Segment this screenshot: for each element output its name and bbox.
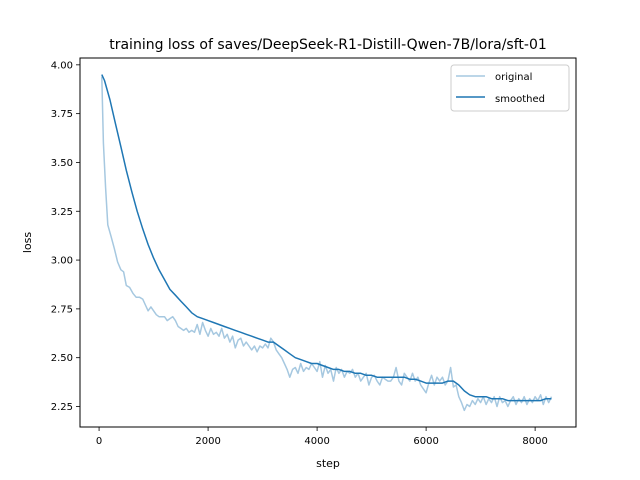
y-tick-label: 3.50	[51, 158, 73, 169]
y-tick-label: 2.25	[51, 402, 73, 413]
y-tick-label: 3.25	[51, 207, 73, 218]
y-axis-label: loss	[21, 232, 34, 254]
y-tick-label: 3.75	[51, 109, 73, 120]
series-line-smoothed	[101, 74, 552, 402]
series-line-original	[101, 76, 553, 412]
x-axis-label: step	[316, 457, 340, 470]
x-tick-label: 0	[96, 436, 102, 447]
legend-label-original: original	[495, 72, 532, 83]
plot-frame	[79, 57, 577, 428]
legend: original smoothed	[450, 64, 570, 112]
y-tick-label: 2.50	[51, 353, 73, 364]
x-tick-label: 4000	[304, 436, 329, 447]
x-tick-label: 6000	[413, 436, 438, 447]
y-axis-ticks: 2.25 2.50 2.75 3.00 3.25 3.50 3.75 4.00	[51, 60, 80, 413]
legend-label-smoothed: smoothed	[495, 94, 545, 105]
x-tick-label: 8000	[522, 436, 547, 447]
y-tick-label: 2.75	[51, 304, 73, 315]
y-tick-label: 3.00	[51, 256, 73, 267]
x-axis-ticks: 0 2000 4000 6000 8000	[96, 427, 548, 447]
x-tick-label: 2000	[195, 436, 220, 447]
y-tick-label: 4.00	[51, 60, 73, 71]
chart-title: training loss of saves/DeepSeek-R1-Disti…	[109, 37, 547, 53]
plot-lines	[101, 74, 553, 412]
